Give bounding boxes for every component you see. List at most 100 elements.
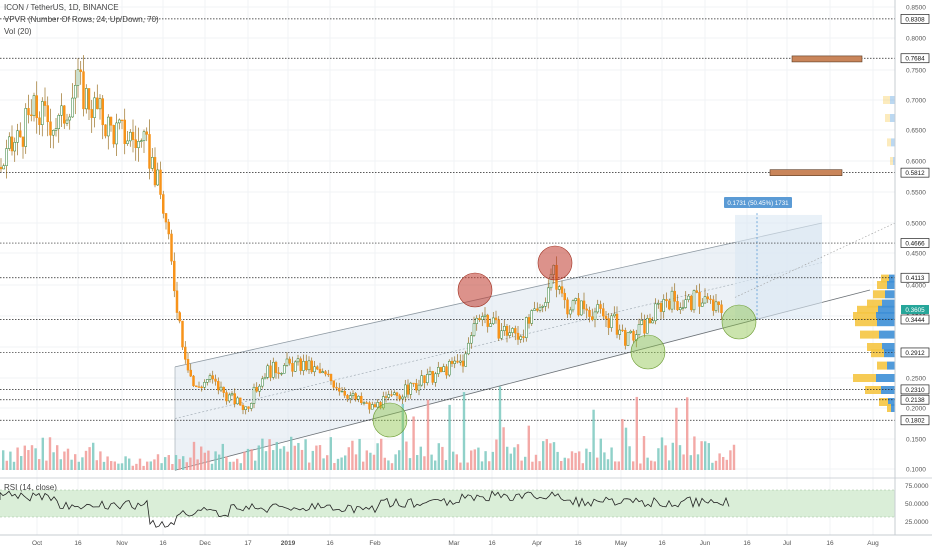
candle-body xyxy=(497,319,500,339)
volume-bar xyxy=(153,459,156,470)
candle-body xyxy=(626,332,630,346)
candle-body xyxy=(637,324,641,335)
candle-body xyxy=(65,119,69,124)
candle-body xyxy=(599,304,602,309)
current-price-badge: 0.3605 xyxy=(901,304,929,314)
volume-bar xyxy=(117,463,120,470)
volume-bar xyxy=(92,442,95,470)
candle-body xyxy=(475,317,478,324)
volume-bar xyxy=(372,454,376,470)
candle-body xyxy=(437,367,440,375)
time-tick-label: May xyxy=(615,540,628,547)
volume-bar xyxy=(318,445,322,470)
candle-body xyxy=(632,330,635,341)
volume-bar xyxy=(344,455,347,470)
volume-bar xyxy=(369,452,372,470)
volume-bar xyxy=(477,447,480,470)
candle-body xyxy=(703,296,707,304)
volume-bar xyxy=(675,407,678,470)
candle-body xyxy=(252,386,256,404)
price-tick-label: 0.8500 xyxy=(906,5,926,12)
candle-body xyxy=(486,314,489,327)
vpvr-bar-down xyxy=(882,299,895,308)
candle-body xyxy=(613,313,616,317)
volume-bar xyxy=(77,461,80,470)
volume-bar xyxy=(326,455,329,470)
level-badge-text: 0.4113 xyxy=(906,275,925,282)
volume-bar xyxy=(646,457,649,470)
candle-body xyxy=(434,373,437,383)
volume-bar xyxy=(711,462,714,470)
vpvr-bar-down xyxy=(890,96,895,104)
volume-bar xyxy=(329,437,332,470)
time-tick-label: 16 xyxy=(326,540,334,547)
price-tick-label: 0.7500 xyxy=(906,68,926,75)
candle-body xyxy=(591,316,594,320)
volume-bar xyxy=(228,461,232,470)
candle-body xyxy=(541,306,544,308)
candle-body xyxy=(131,131,135,140)
volume-bar xyxy=(272,450,275,470)
volume-bar xyxy=(430,454,433,470)
candle-body xyxy=(27,108,30,116)
volume-bar xyxy=(239,463,242,470)
candle-body xyxy=(307,360,311,371)
volume-bar xyxy=(635,396,638,470)
vpvr-bar-down xyxy=(888,398,895,406)
candle-body xyxy=(200,386,203,389)
volume-bar xyxy=(394,454,397,470)
volume-bar xyxy=(27,450,30,470)
volume-bar xyxy=(336,458,340,470)
candle-body xyxy=(527,317,531,324)
volume-bar xyxy=(99,451,102,470)
candle-body xyxy=(197,386,201,388)
candle-body xyxy=(514,328,517,334)
volume-bar xyxy=(718,453,721,470)
volume-bar xyxy=(164,457,167,470)
candles xyxy=(0,55,723,415)
candle-body xyxy=(217,381,220,391)
time-tick-label: 16 xyxy=(826,540,834,547)
price-tick-label: 0.5500 xyxy=(906,190,926,197)
candle-body xyxy=(662,299,665,312)
volume-bar xyxy=(138,458,142,470)
volume-bar xyxy=(56,445,59,470)
volume-bar xyxy=(340,457,343,470)
candle-body xyxy=(35,95,38,119)
volume-bar xyxy=(484,451,487,470)
volume-bar xyxy=(682,454,685,470)
candle-body xyxy=(247,406,250,409)
chart-title: ICON / TetherUS, 1D, BINANCE xyxy=(4,3,119,12)
candle-body xyxy=(145,131,148,135)
candle-body xyxy=(624,330,627,346)
candle-body xyxy=(566,299,569,315)
candle-body xyxy=(692,290,696,311)
time-tick-label: 16 xyxy=(159,540,167,547)
volume-bar xyxy=(578,451,581,470)
candle-body xyxy=(417,384,421,391)
candle-body xyxy=(327,373,330,376)
rsi-pane: 75.0000 50.0000 25.0000 xyxy=(0,477,932,528)
volume-bar xyxy=(333,463,336,470)
candle-body xyxy=(492,317,495,324)
candle-body xyxy=(478,317,481,321)
time-tick-label: 2019 xyxy=(281,540,296,547)
level-badge-text: 0.3444 xyxy=(905,317,925,324)
volume-bar xyxy=(351,440,354,470)
volume-bar xyxy=(441,446,444,470)
candle-body xyxy=(5,148,8,166)
candle-body xyxy=(233,393,236,405)
support-touch-marker xyxy=(721,304,757,340)
candle-body xyxy=(577,298,580,316)
volume-bar xyxy=(473,449,476,470)
candle-body xyxy=(398,395,401,400)
candle-body xyxy=(580,300,583,316)
candle-body xyxy=(621,329,624,332)
price-tick-label: 0.8000 xyxy=(906,36,926,43)
candle-body xyxy=(395,392,399,397)
candle-body xyxy=(170,233,173,262)
vpvr-bar-down xyxy=(882,343,895,351)
candle-body xyxy=(668,300,671,310)
